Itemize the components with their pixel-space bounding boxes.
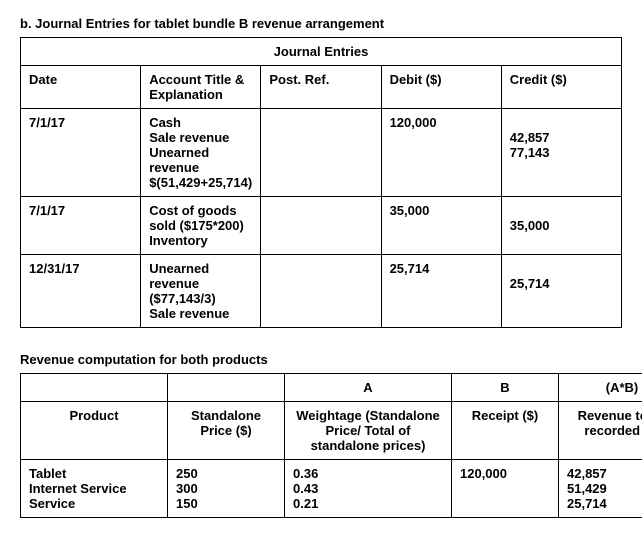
hdr-product: Product bbox=[21, 402, 168, 460]
page-title: b. Journal Entries for tablet bundle B r… bbox=[20, 16, 622, 31]
col-account: Account Title & Explanation bbox=[141, 66, 261, 109]
cell-date: 7/1/17 bbox=[21, 197, 141, 255]
cell-credit: 42,85777,143 bbox=[501, 109, 621, 197]
blank-cell bbox=[168, 374, 285, 402]
col-a: A bbox=[285, 374, 452, 402]
revenue-title: Revenue computation for both products bbox=[20, 352, 622, 367]
cell-products: TabletInternet ServiceService bbox=[21, 460, 168, 518]
revenue-table: A B (A*B) Product Standalone Price ($) W… bbox=[20, 373, 642, 518]
journal-row: 12/31/17 Unearned revenue ($77,143/3)Sal… bbox=[21, 255, 622, 328]
col-date: Date bbox=[21, 66, 141, 109]
col-post: Post. Ref. bbox=[261, 66, 381, 109]
cell-credit: 35,000 bbox=[501, 197, 621, 255]
col-ab: (A*B) bbox=[559, 374, 642, 402]
hdr-price: Standalone Price ($) bbox=[168, 402, 285, 460]
col-credit: Credit ($) bbox=[501, 66, 621, 109]
hdr-weight: Weightage (Standalone Price/ Total of st… bbox=[285, 402, 452, 460]
cell-debit: 120,000 bbox=[381, 109, 501, 197]
cell-account: Cost of goods sold ($175*200)Inventory bbox=[141, 197, 261, 255]
cell-weights: 0.360.430.21 bbox=[285, 460, 452, 518]
cell-prices: 250300150 bbox=[168, 460, 285, 518]
revenue-block-row: TabletInternet ServiceService 250300150 … bbox=[21, 460, 642, 518]
cell-post bbox=[261, 109, 381, 197]
journal-entries-table: Journal Entries Date Account Title & Exp… bbox=[20, 37, 622, 328]
cell-post bbox=[261, 255, 381, 328]
cell-date: 7/1/17 bbox=[21, 109, 141, 197]
cell-post bbox=[261, 197, 381, 255]
journal-row: 7/1/17 Cost of goods sold ($175*200)Inve… bbox=[21, 197, 622, 255]
cell-account: Unearned revenue ($77,143/3)Sale revenue bbox=[141, 255, 261, 328]
cell-debit: 35,000 bbox=[381, 197, 501, 255]
journal-caption: Journal Entries bbox=[21, 38, 622, 66]
cell-debit: 25,714 bbox=[381, 255, 501, 328]
col-debit: Debit ($) bbox=[381, 66, 501, 109]
cell-date: 12/31/17 bbox=[21, 255, 141, 328]
cell-revenues: 42,85751,42925,714 bbox=[559, 460, 642, 518]
cell-account: CashSale revenueUnearned revenue$(51,429… bbox=[141, 109, 261, 197]
journal-row: 7/1/17 CashSale revenueUnearned revenue$… bbox=[21, 109, 622, 197]
blank-cell bbox=[21, 374, 168, 402]
cell-receipts: 120,000 bbox=[452, 460, 559, 518]
col-b: B bbox=[452, 374, 559, 402]
cell-credit: 25,714 bbox=[501, 255, 621, 328]
hdr-receipt: Receipt ($) bbox=[452, 402, 559, 460]
hdr-revenue: Revenue to be recorded ($) bbox=[559, 402, 642, 460]
